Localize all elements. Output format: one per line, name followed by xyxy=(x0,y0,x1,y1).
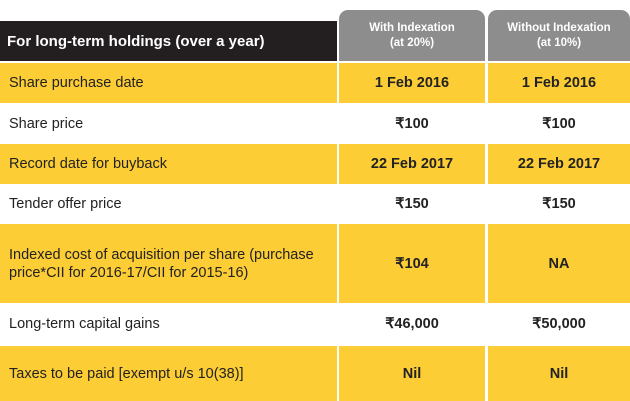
row-label: Indexed cost of acquisition per share (p… xyxy=(0,224,337,303)
header-title: For long-term holdings (over a year) xyxy=(0,21,337,61)
table-row: Share price ₹100 ₹100 xyxy=(0,104,630,144)
with-indexation-value: ₹150 xyxy=(339,184,485,224)
without-indexation-value: 1 Feb 2016 xyxy=(488,63,630,103)
header-with-indexation: With Indexation (at 20%) xyxy=(339,10,485,61)
header-without-indexation: Without Indexation (at 10%) xyxy=(488,10,630,61)
table-row: Share purchase date 1 Feb 2016 1 Feb 201… xyxy=(0,63,630,103)
header-sublabel: (at 10%) xyxy=(536,36,582,49)
with-indexation-value: ₹100 xyxy=(339,104,485,144)
row-label: Long-term capital gains xyxy=(0,303,337,345)
table-row: Taxes to be paid [exempt u/s 10(38)] Nil… xyxy=(0,346,630,401)
row-label: Share price xyxy=(0,104,337,144)
with-indexation-value: 22 Feb 2017 xyxy=(339,144,485,184)
header-label: With Indexation xyxy=(369,21,455,34)
without-indexation-value: 22 Feb 2017 xyxy=(488,144,630,184)
without-indexation-value: ₹50,000 xyxy=(488,303,630,345)
with-indexation-value: Nil xyxy=(339,346,485,401)
without-indexation-value: Nil xyxy=(488,346,630,401)
row-label: Taxes to be paid [exempt u/s 10(38)] xyxy=(0,346,337,401)
with-indexation-value: ₹46,000 xyxy=(339,303,485,345)
row-label: Share purchase date xyxy=(0,63,337,103)
without-indexation-value: ₹100 xyxy=(488,104,630,144)
header-sublabel: (at 20%) xyxy=(389,36,435,49)
without-indexation-value: NA xyxy=(488,224,630,303)
table-row: Record date for buyback 22 Feb 2017 22 F… xyxy=(0,144,630,184)
table-row: Tender offer price ₹150 ₹150 xyxy=(0,184,630,224)
without-indexation-value: ₹150 xyxy=(488,184,630,224)
table-row: Indexed cost of acquisition per share (p… xyxy=(0,224,630,303)
with-indexation-value: 1 Feb 2016 xyxy=(339,63,485,103)
row-label: Record date for buyback xyxy=(0,144,337,184)
header-label: Without Indexation xyxy=(507,21,611,34)
row-label: Tender offer price xyxy=(0,184,337,224)
with-indexation-value: ₹104 xyxy=(339,224,485,303)
table-row: Long-term capital gains ₹46,000 ₹50,000 xyxy=(0,303,630,345)
table-header: For long-term holdings (over a year) Wit… xyxy=(0,0,630,61)
